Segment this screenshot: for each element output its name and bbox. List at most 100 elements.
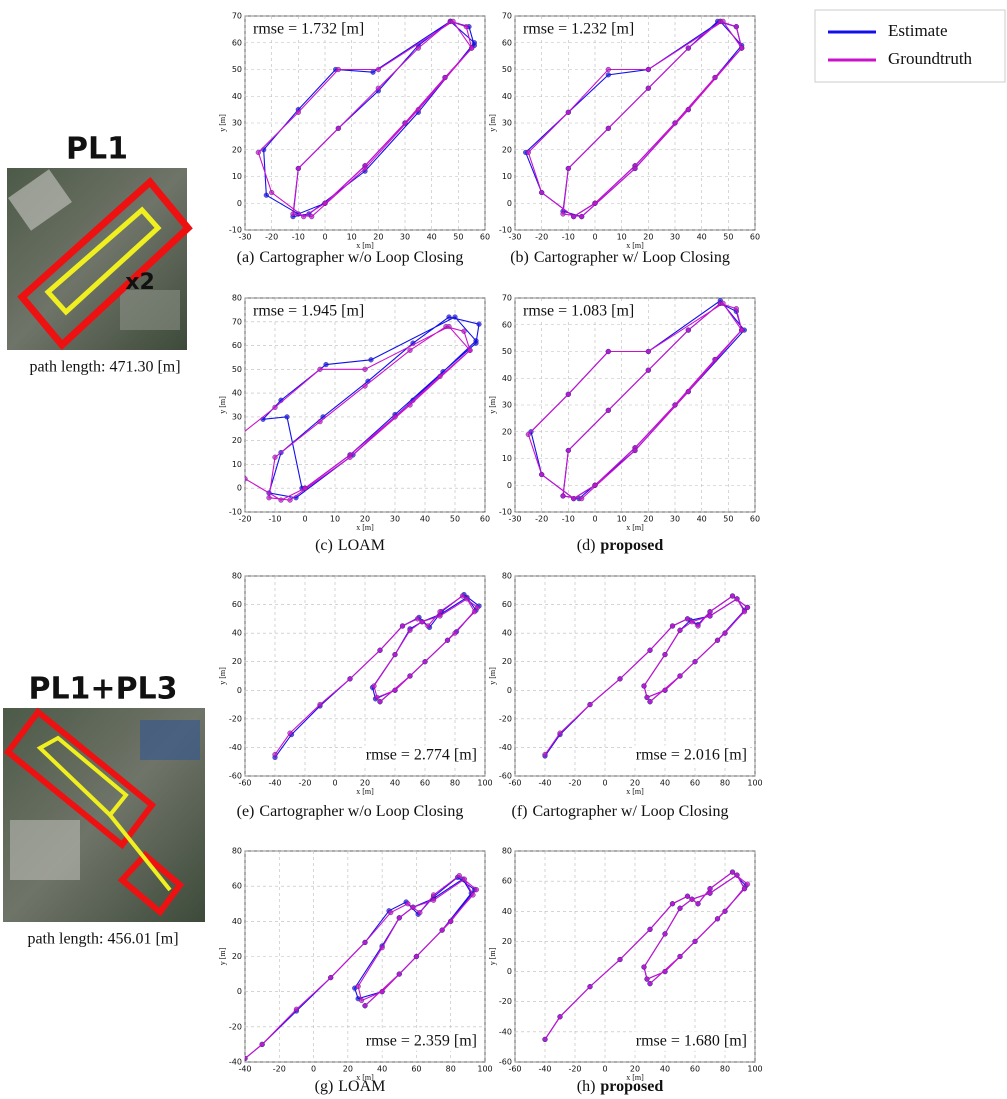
trajectory-point: [605, 72, 611, 78]
trajectory-point: [335, 66, 341, 73]
trajectory-point: [632, 447, 638, 454]
trajectory-point: [685, 107, 691, 113]
y-tick-label: 40: [232, 629, 242, 638]
trajectory-point: [722, 630, 728, 636]
trajectory-point: [287, 497, 293, 503]
trajectory-point: [557, 730, 563, 736]
trajectory-point: [739, 327, 745, 333]
y-tick-label: 20: [502, 657, 512, 666]
caption: (h) proposed: [577, 1078, 664, 1095]
y-tick-label: 80: [232, 294, 242, 303]
x-tick-label: -10: [562, 515, 575, 524]
annotation-bg: [250, 19, 368, 39]
trajectory-point: [269, 189, 275, 196]
trajectory-point: [565, 447, 571, 454]
trajectory-point: [396, 915, 402, 921]
x-tick-label: -60: [508, 779, 521, 788]
y-tick-label: 70: [502, 294, 512, 303]
y-tick-label: 80: [502, 847, 512, 856]
y-tick-label: 0: [237, 199, 242, 208]
x-tick-label: -20: [568, 1065, 581, 1074]
x-tick-label: -20: [535, 515, 548, 524]
trajectory-point: [392, 414, 398, 420]
x-tick-label: 0: [592, 515, 597, 524]
trajectory-point: [413, 953, 420, 960]
y-tick-label: 70: [232, 317, 242, 326]
trajectory-point: [419, 619, 425, 625]
rmse-annotation: rmse = 2.359 [m]: [366, 1033, 477, 1050]
x-tick-label: 80: [720, 1065, 730, 1074]
trajectory-point: [255, 149, 261, 156]
trajectory-point: [707, 890, 713, 896]
trajectory-point: [362, 939, 368, 946]
x-axis-label: x [m]: [356, 787, 374, 796]
y-tick-label: 20: [502, 937, 512, 946]
trajectory-point: [371, 683, 377, 689]
x-tick-label: 20: [360, 779, 370, 788]
caption: (a) Cartographer w/o Loop Closing: [237, 249, 464, 266]
trajectory-point: [293, 1006, 300, 1012]
y-tick-label: 60: [232, 38, 242, 47]
trajectory-point: [245, 1055, 248, 1062]
trajectory-point: [442, 74, 448, 81]
trajectory-point: [587, 984, 593, 990]
trajectory-point: [323, 361, 329, 368]
x-axis-label: x [m]: [626, 241, 644, 250]
y-tick-label: 50: [502, 65, 512, 74]
x-tick-label: -10: [562, 233, 575, 242]
trajectory-point: [617, 956, 623, 963]
y-axis-label: y [m]: [488, 667, 497, 685]
trajectory-point: [415, 107, 421, 113]
trajectory-point: [459, 593, 466, 599]
chart: -60 -40 -20 0 20 40 60 80 100 -60 -40 -20 0 20 40 60 80 x…: [218, 572, 493, 820]
trajectory-point: [645, 66, 651, 73]
trajectory-point: [437, 609, 443, 615]
x-tick-label: 60: [690, 779, 700, 788]
trajectory-point: [402, 120, 408, 126]
legend: [814, 9, 1006, 83]
x-tick-label: 60: [750, 233, 760, 242]
chart: -60 -40 -20 0 20 40 60 80 100 -60 -40 -20 0 20 40 60 80 x…: [488, 572, 763, 820]
caption-text: proposed: [600, 1078, 663, 1095]
trajectory-point: [744, 604, 751, 611]
caption-label: (a): [237, 249, 255, 266]
trajectory-point: [399, 623, 406, 629]
trajectory-point: [461, 876, 468, 882]
trajectory-point: [641, 683, 647, 689]
x-tick-label: 80: [720, 779, 730, 788]
x-tick-label: -20: [298, 779, 311, 788]
annotation-bg: [520, 19, 638, 39]
trajectory-point: [375, 66, 381, 73]
y-tick-label: -10: [229, 508, 242, 517]
trajectory-point: [407, 627, 413, 633]
x-tick-label: 60: [750, 515, 760, 524]
trajectory-point: [377, 647, 383, 653]
y-tick-label: -60: [229, 772, 242, 781]
y-tick-label: 0: [237, 484, 242, 493]
trajectory-point: [729, 869, 736, 875]
trajectory-point: [712, 356, 718, 363]
x-tick-label: 20: [643, 515, 653, 524]
x-axis-label: x [m]: [626, 1073, 644, 1082]
x-tick-label: 20: [360, 515, 370, 524]
trajectory-point: [430, 892, 437, 898]
y-tick-label: 10: [502, 454, 512, 463]
chart: -30 -20 -10 0 10 20 30 40 50 60 -10 0 10 20 30 40 50 60 70…: [218, 12, 490, 266]
x-tick-label: 30: [400, 233, 410, 242]
trajectory-point: [287, 730, 293, 736]
x-axis-label: x [m]: [356, 523, 374, 532]
y-axis-label: y [m]: [218, 114, 227, 132]
y-tick-label: -40: [229, 1058, 242, 1067]
trajectory-point: [739, 45, 745, 51]
x-tick-label: 20: [630, 779, 640, 788]
trajectory-point: [605, 407, 611, 413]
y-tick-label: 30: [502, 401, 512, 410]
trajectory-point: [565, 391, 571, 397]
trajectory-point: [542, 1036, 548, 1042]
trajectory-point: [317, 701, 323, 708]
x-tick-label: -40: [538, 1065, 551, 1074]
trajectory-point: [587, 701, 593, 708]
trajectory-point: [309, 214, 315, 220]
y-tick-label: -20: [499, 714, 512, 723]
trajectory-point: [741, 886, 748, 892]
